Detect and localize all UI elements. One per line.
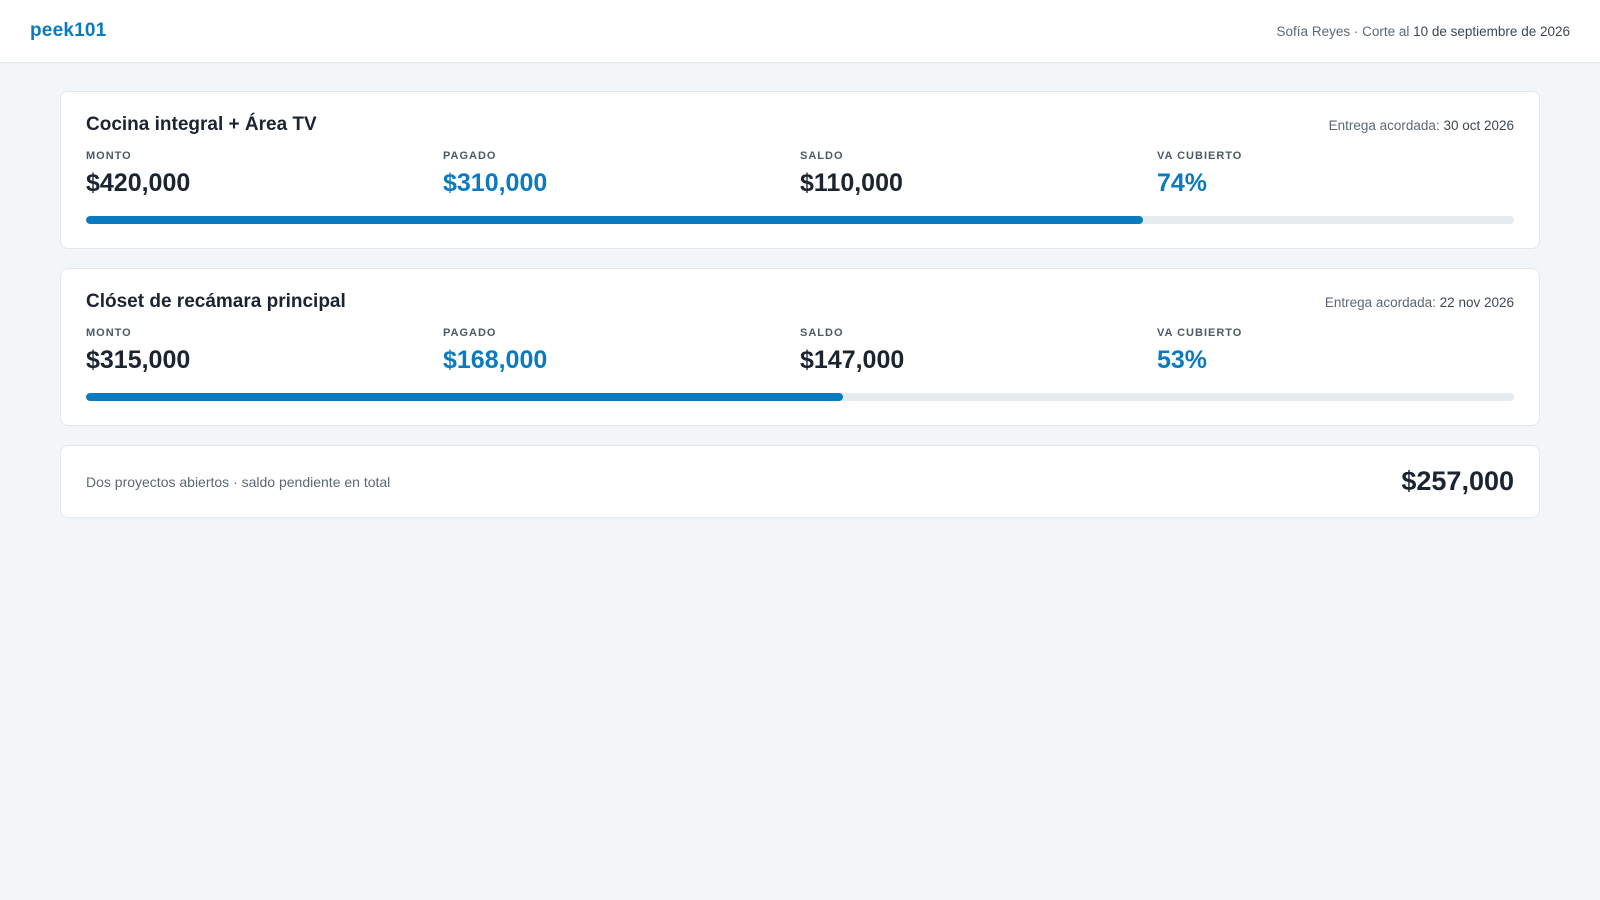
progress-bar-fill [86, 393, 843, 401]
project-metrics: MONTO $315,000 PAGADO $168,000 SALDO $14… [86, 327, 1514, 375]
delivery-date-info: Entrega acordada: 22 nov 2026 [1325, 295, 1514, 310]
balance-summary-card: Dos proyectos abiertos · saldo pendiente… [60, 445, 1540, 518]
project-card-header: Cocina integral + Área TV Entrega acorda… [86, 114, 1514, 136]
meta-separator: · [1350, 23, 1363, 39]
main-content: Cocina integral + Área TV Entrega acorda… [0, 63, 1600, 518]
metric-paid: PAGADO $310,000 [443, 150, 800, 198]
delivery-label: Entrega acordada: [1328, 118, 1444, 133]
cutoff-prefix: Corte al [1362, 23, 1414, 39]
metric-balance: SALDO $110,000 [800, 150, 1157, 198]
metric-covered: VA CUBIERTO 74% [1157, 150, 1514, 198]
cutoff-info: Sofía Reyes · Corte al 10 de septiembre … [1277, 24, 1570, 39]
metric-value: 74% [1157, 169, 1208, 197]
metric-value: $168,000 [443, 346, 548, 374]
metric-label: PAGADO [443, 327, 497, 339]
metric-label: VA CUBIERTO [1157, 327, 1243, 339]
metric-value: $147,000 [800, 346, 905, 374]
summary-total: $257,000 [1401, 466, 1514, 496]
user-name: Sofía Reyes [1276, 23, 1351, 39]
summary-text: Dos proyectos abiertos · saldo pendiente… [86, 473, 391, 490]
project-card: Clóset de recámara principal Entrega aco… [60, 268, 1540, 426]
progress-bar-track [86, 393, 1514, 401]
metric-label: PAGADO [443, 150, 497, 162]
metric-balance: SALDO $147,000 [800, 327, 1157, 375]
metric-covered: VA CUBIERTO 53% [1157, 327, 1514, 375]
metric-amount: MONTO $420,000 [86, 150, 443, 198]
metric-value: 53% [1157, 346, 1208, 374]
metric-label: SALDO [800, 327, 844, 339]
metric-amount: MONTO $315,000 [86, 327, 443, 375]
delivery-date: 30 oct 2026 [1443, 118, 1514, 133]
metric-label: MONTO [86, 327, 132, 339]
progress-bar-fill [86, 216, 1143, 224]
metric-value: $110,000 [800, 169, 903, 197]
metric-value: $420,000 [86, 169, 191, 197]
metric-label: MONTO [86, 150, 132, 162]
delivery-date: 22 nov 2026 [1439, 295, 1514, 310]
top-bar: peek101 Sofía Reyes · Corte al 10 de sep… [0, 0, 1600, 63]
project-metrics: MONTO $420,000 PAGADO $310,000 SALDO $11… [86, 150, 1514, 198]
project-card-header: Clóset de recámara principal Entrega aco… [86, 291, 1514, 313]
metric-value: $310,000 [443, 169, 548, 197]
brand-logo[interactable]: peek101 [30, 20, 107, 41]
project-title: Cocina integral + Área TV [86, 114, 317, 135]
project-title: Clóset de recámara principal [86, 291, 346, 312]
metric-label: SALDO [800, 150, 844, 162]
metric-label: VA CUBIERTO [1157, 150, 1243, 162]
metric-value: $315,000 [86, 346, 191, 374]
delivery-date-info: Entrega acordada: 30 oct 2026 [1329, 118, 1514, 133]
progress-bar-track [86, 216, 1514, 224]
cutoff-date: 10 de septiembre de 2026 [1413, 23, 1570, 39]
project-card: Cocina integral + Área TV Entrega acorda… [60, 91, 1540, 249]
delivery-label: Entrega acordada: [1324, 295, 1440, 310]
metric-paid: PAGADO $168,000 [443, 327, 800, 375]
